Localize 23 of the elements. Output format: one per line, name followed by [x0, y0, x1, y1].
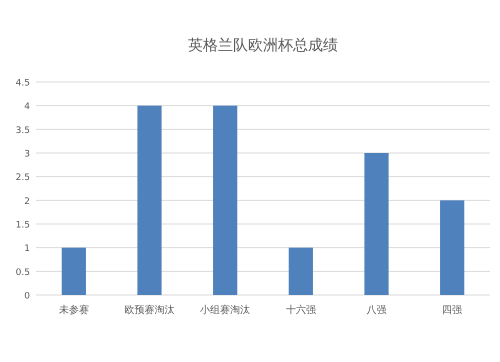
y-tick-label: 0.5 [16, 268, 30, 278]
bar [213, 106, 238, 295]
x-tick-label: 未参赛 [58, 304, 89, 316]
x-tick-label: 小组赛淘汰 [200, 304, 250, 316]
bar [137, 106, 162, 295]
y-tick-label: 0 [24, 292, 30, 302]
y-tick-label: 1.5 [16, 220, 30, 230]
x-tick-label: 八强 [366, 305, 386, 316]
y-tick-label: 3.5 [16, 126, 30, 136]
y-tick-label: 1 [24, 244, 30, 254]
x-tick-label: 四强 [442, 305, 462, 316]
y-tick-label: 4 [24, 102, 30, 112]
bar [364, 153, 389, 295]
bar [288, 248, 313, 295]
y-tick-label: 3 [24, 150, 30, 160]
x-tick-label: 欧预赛淘汰 [124, 304, 174, 316]
bar [440, 200, 464, 295]
y-tick-label: 2 [24, 196, 30, 207]
bar [62, 248, 86, 295]
chart-title: 英格兰队欧洲杯总成绩 [188, 36, 338, 54]
x-tick-label: 十六强 [286, 304, 316, 316]
y-tick-label: 2.5 [16, 173, 30, 184]
y-tick-label: 4.5 [16, 78, 30, 88]
